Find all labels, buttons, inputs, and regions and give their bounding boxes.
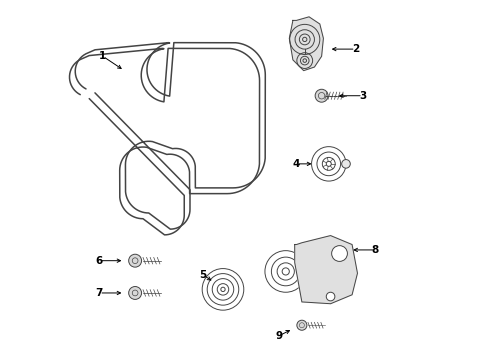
Text: 7: 7 <box>95 288 103 298</box>
Text: 9: 9 <box>274 331 282 341</box>
Circle shape <box>341 159 349 168</box>
Text: 8: 8 <box>371 245 378 255</box>
Text: 6: 6 <box>96 256 102 266</box>
Text: 3: 3 <box>359 91 366 101</box>
Circle shape <box>128 287 142 300</box>
Circle shape <box>128 254 142 267</box>
Circle shape <box>296 320 306 330</box>
Polygon shape <box>289 17 323 71</box>
Polygon shape <box>294 235 357 304</box>
Circle shape <box>325 292 334 301</box>
Text: 4: 4 <box>292 159 300 169</box>
Circle shape <box>331 246 346 261</box>
Text: 2: 2 <box>351 44 359 54</box>
Circle shape <box>314 89 327 102</box>
Text: 5: 5 <box>199 270 206 280</box>
Text: 1: 1 <box>99 51 106 61</box>
